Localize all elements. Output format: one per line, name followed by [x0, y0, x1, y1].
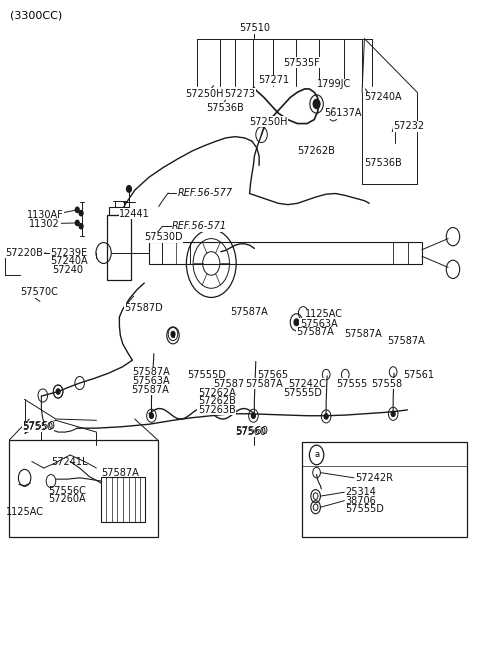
Bar: [302, 442, 468, 536]
Text: 57273: 57273: [225, 88, 256, 98]
Text: 57530D: 57530D: [144, 233, 183, 242]
Text: 57587A: 57587A: [132, 367, 170, 377]
Text: 57563A: 57563A: [300, 318, 337, 329]
Text: 57263B: 57263B: [198, 405, 236, 415]
Text: REF.56-577: REF.56-577: [178, 188, 233, 198]
Text: 57242C: 57242C: [288, 379, 326, 388]
Text: 57587A: 57587A: [230, 307, 268, 317]
Text: a: a: [314, 451, 319, 459]
Text: 57510: 57510: [239, 23, 270, 33]
Text: 11302: 11302: [29, 219, 60, 229]
Text: 25314: 25314: [345, 487, 376, 497]
Text: 57239E: 57239E: [50, 248, 87, 258]
Text: 57262B: 57262B: [298, 146, 336, 156]
Text: (3300CC): (3300CC): [10, 10, 62, 20]
Circle shape: [79, 223, 83, 229]
Text: 57556C: 57556C: [48, 486, 86, 496]
Text: 57587A: 57587A: [297, 327, 334, 337]
Text: 57587A: 57587A: [245, 379, 283, 388]
Text: 57536B: 57536B: [364, 158, 402, 168]
Text: 57560: 57560: [235, 427, 266, 437]
Text: 57262A: 57262A: [198, 388, 236, 398]
Circle shape: [79, 265, 83, 270]
Circle shape: [324, 414, 328, 419]
Text: 57587D: 57587D: [124, 303, 163, 313]
Text: 57232: 57232: [393, 121, 424, 131]
Text: 57550: 57550: [22, 421, 55, 430]
Circle shape: [331, 111, 336, 118]
Circle shape: [56, 389, 60, 394]
Bar: [9, 440, 157, 536]
Text: 57558: 57558: [372, 379, 403, 388]
Text: 57242R: 57242R: [355, 473, 393, 483]
Bar: [108, 215, 132, 280]
Text: 57587A: 57587A: [344, 329, 382, 339]
Text: 1799JC: 1799JC: [317, 79, 351, 89]
Circle shape: [150, 413, 154, 419]
Text: REF.56-571: REF.56-571: [172, 221, 227, 231]
Text: 57570C: 57570C: [20, 287, 58, 297]
Text: 57555D: 57555D: [345, 504, 384, 514]
Text: 57563A: 57563A: [132, 376, 170, 386]
Text: 57536B: 57536B: [206, 103, 244, 113]
Text: 57250H: 57250H: [250, 117, 288, 126]
Bar: [149, 242, 422, 264]
Text: 57587A: 57587A: [131, 384, 168, 394]
Text: 57555D: 57555D: [283, 388, 322, 398]
Text: REF.56-577: REF.56-577: [178, 188, 233, 198]
Circle shape: [79, 257, 83, 263]
Text: 57241L: 57241L: [51, 457, 87, 467]
Text: 57560: 57560: [235, 426, 268, 436]
Text: 57535F: 57535F: [283, 58, 320, 67]
Text: 57587A: 57587A: [101, 468, 139, 477]
Text: 57260A: 57260A: [48, 495, 86, 504]
Text: 1125AC: 1125AC: [6, 507, 45, 517]
Text: 57240: 57240: [52, 265, 84, 275]
Text: 57565: 57565: [257, 369, 288, 379]
Text: 56137A: 56137A: [324, 108, 361, 118]
Text: 57240A: 57240A: [364, 92, 402, 102]
Text: 57250H: 57250H: [185, 88, 224, 98]
Circle shape: [75, 207, 79, 212]
Text: 57555D: 57555D: [187, 369, 226, 379]
Circle shape: [127, 185, 132, 192]
Text: 57220B: 57220B: [5, 248, 43, 258]
Text: 57240A: 57240A: [50, 257, 88, 267]
Circle shape: [294, 319, 299, 326]
Text: 57587A: 57587A: [387, 335, 425, 346]
Text: 12441: 12441: [120, 209, 150, 219]
Text: 57555: 57555: [336, 379, 367, 388]
Text: 57262B: 57262B: [198, 396, 236, 406]
Text: 57587A: 57587A: [214, 379, 252, 388]
Text: 38706: 38706: [345, 496, 376, 506]
Text: 57550: 57550: [22, 422, 53, 432]
Text: 1125AC: 1125AC: [305, 309, 343, 320]
Bar: [101, 477, 145, 522]
Text: a: a: [170, 331, 175, 340]
Text: REF.56-571: REF.56-571: [172, 221, 227, 231]
Circle shape: [391, 411, 395, 417]
Text: 57271: 57271: [258, 75, 289, 85]
Circle shape: [75, 220, 79, 225]
Circle shape: [252, 413, 255, 419]
Text: 1130AF: 1130AF: [27, 210, 64, 220]
Circle shape: [79, 210, 83, 215]
Bar: [109, 207, 130, 215]
Circle shape: [171, 331, 175, 337]
Circle shape: [313, 100, 320, 109]
Circle shape: [80, 250, 84, 255]
Text: 57561: 57561: [403, 369, 434, 379]
